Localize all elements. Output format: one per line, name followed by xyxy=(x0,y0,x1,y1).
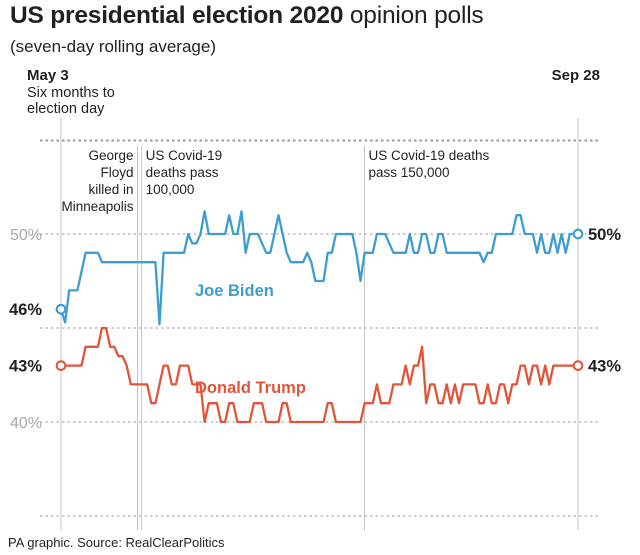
joe-biden-start-marker xyxy=(55,303,67,315)
donald-trump-start-marker xyxy=(55,360,67,371)
joe-biden-series-label: Joe Biden xyxy=(195,282,274,300)
x-start-label: May 3 xyxy=(27,67,69,84)
donald-trump-start-value: 43% xyxy=(9,358,42,376)
chart-title-bold: US presidential election 2020 xyxy=(10,2,344,29)
y-tick-label: 40% xyxy=(10,415,42,432)
annotation-covid-150k: pass 150,000 xyxy=(368,165,449,180)
chart-title: US presidential election 2020 opinion po… xyxy=(10,2,484,30)
donald-trump-series-label: Donald Trump xyxy=(195,379,306,397)
joe-biden-line xyxy=(59,210,580,326)
annotation-george-floyd: George xyxy=(88,148,133,163)
annotation-george-floyd: Floyd xyxy=(101,165,134,180)
source-note: PA graphic. Source: RealClearPolitics xyxy=(8,535,225,550)
annotation-lines xyxy=(60,118,579,530)
x-start-sublabel: Six months to xyxy=(27,85,115,101)
donald-trump-end-marker xyxy=(572,360,584,371)
annotation-covid-100k: US Covid-19 xyxy=(146,148,223,163)
chart-title-rest: opinion polls xyxy=(343,2,484,29)
x-start-sublabel: election day xyxy=(27,101,105,117)
donald-trump-end-value: 43% xyxy=(588,358,621,376)
annotation-covid-100k: deaths pass xyxy=(146,165,219,180)
endpoint-markers xyxy=(55,228,584,371)
donald-trump-line xyxy=(59,326,584,424)
series-lines xyxy=(59,210,584,424)
annotation-covid-150k: US Covid-19 deaths xyxy=(368,148,489,163)
annotation-covid-100k: 100,000 xyxy=(146,182,195,197)
joe-biden-end-value: 50% xyxy=(588,226,621,244)
annotation-george-floyd: killed in xyxy=(88,182,133,197)
joe-biden-start-value: 46% xyxy=(9,301,42,319)
chart-subtitle: (seven-day rolling average) xyxy=(10,37,216,56)
y-tick-label: 50% xyxy=(10,227,42,244)
x-end-label: Sep 28 xyxy=(552,67,600,84)
annotation-george-floyd: Minneapolis xyxy=(61,199,133,214)
joe-biden-end-marker xyxy=(572,228,584,240)
